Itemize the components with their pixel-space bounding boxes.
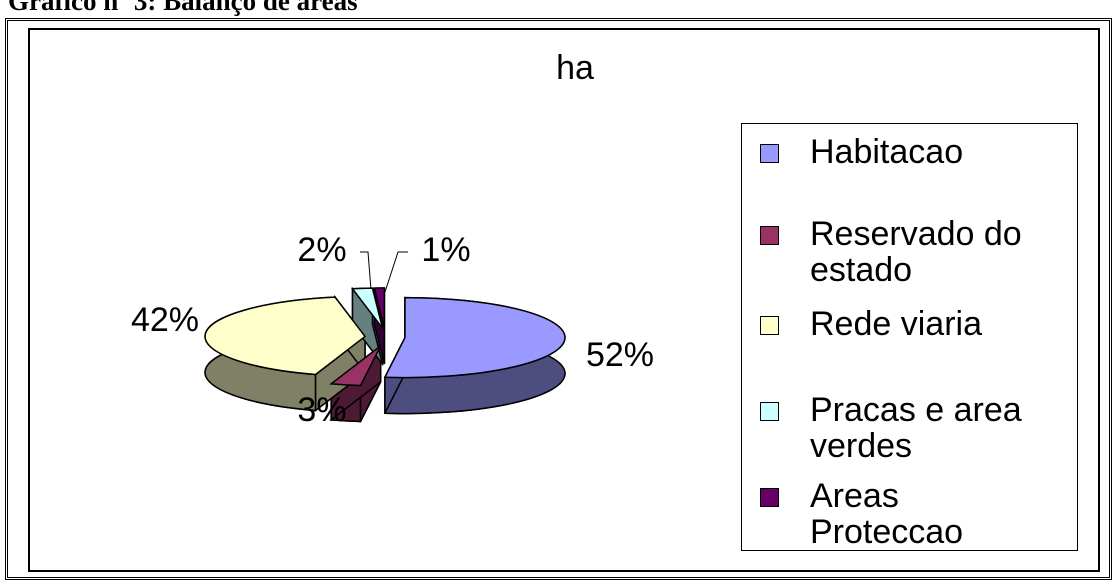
legend-label: Reservado do estado <box>810 215 1022 289</box>
legend-swatch <box>760 316 779 335</box>
legend-swatch <box>760 226 779 245</box>
slice <box>383 296 566 379</box>
data-label: 52% <box>586 336 654 374</box>
slice <box>373 287 386 329</box>
legend-label: Areas Proteccao <box>810 477 964 551</box>
slice <box>204 296 367 376</box>
data-label: 2% <box>297 231 346 269</box>
chart-title: ha <box>556 49 594 87</box>
slice <box>329 345 382 387</box>
leader-line <box>360 251 372 291</box>
chart-frame <box>28 28 1100 572</box>
slice <box>351 287 384 329</box>
data-label: 42% <box>131 301 199 339</box>
legend-label: Pracas e area verdes <box>810 391 1022 465</box>
data-label: 3% <box>297 391 346 429</box>
outer-frame <box>5 18 1112 580</box>
legend: Habitacao Reservado do estado Rede viaria P… <box>741 123 1078 551</box>
legend-label: Habitacao <box>810 133 964 171</box>
pie-tops <box>204 287 566 387</box>
legend-label: Rede viaria <box>810 305 982 343</box>
legend-swatch <box>760 488 779 507</box>
legend-swatch <box>760 144 779 163</box>
caption: Gráfico nº 3: Balanço de áreas <box>8 0 358 16</box>
leader-line <box>384 251 408 293</box>
legend-swatch <box>760 402 779 421</box>
data-label: 1% <box>421 231 470 269</box>
